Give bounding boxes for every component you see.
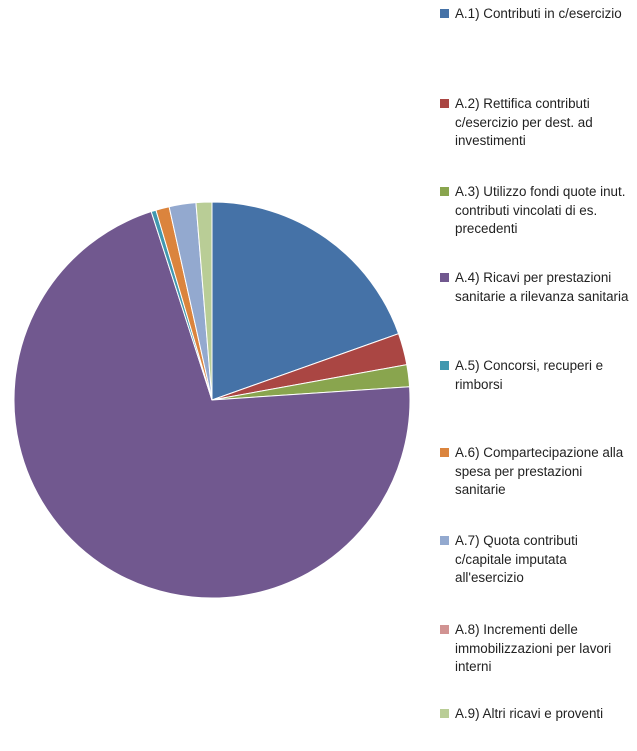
legend-label-a1: A.1) Contributi in c/esercizio [455,6,622,21]
legend-swatch-a3 [440,187,449,196]
legend-swatch-a1 [440,9,449,18]
legend-label-a9: A.9) Altri ricavi e proventi [455,706,604,721]
legend-label-a6: A.6) Compartecipazione alla spesa per pr… [455,445,624,497]
legend-item-a3: A.3) Utilizzo fondi quote inut. contribu… [440,183,630,239]
legend-swatch-a7 [440,536,449,545]
legend-label-a5: A.5) Concorsi, recuperi e rimborsi [455,358,604,392]
legend-swatch-a2 [440,99,449,108]
legend-swatch-a5 [440,361,449,370]
legend-label-a8: A.8) Incrementi delle immobilizzazioni p… [455,622,612,674]
legend-item-a1: A.1) Contributi in c/esercizio [440,5,630,24]
chart-legend: A.1) Contributi in c/esercizio A.2) Rett… [440,0,637,751]
pie-slices [13,201,411,599]
pie-slice-a1 [211,201,400,401]
legend-swatch-a9 [440,709,449,718]
pie-slice-a9 [195,201,213,401]
legend-label-a4: A.4) Ricavi per prestazioni sanitarie a … [455,270,629,304]
legend-item-a4: A.4) Ricavi per prestazioni sanitarie a … [440,269,630,306]
legend-item-a9: A.9) Altri ricavi e proventi [440,705,630,724]
legend-swatch-a8 [440,625,449,634]
legend-item-a5: A.5) Concorsi, recuperi e rimborsi [440,357,630,394]
legend-item-a2: A.2) Rettifica contributi c/esercizio pe… [440,95,630,151]
legend-label-a7: A.7) Quota contributi c/capitale imputat… [455,533,578,585]
legend-item-a6: A.6) Compartecipazione alla spesa per pr… [440,444,630,500]
legend-label-a2: A.2) Rettifica contributi c/esercizio pe… [455,96,593,148]
legend-item-a8: A.8) Incrementi delle immobilizzazioni p… [440,621,630,677]
legend-swatch-a4 [440,273,449,282]
legend-swatch-a6 [440,448,449,457]
legend-item-a7: A.7) Quota contributi c/capitale imputat… [440,532,630,588]
legend-label-a3: A.3) Utilizzo fondi quote inut. contribu… [455,184,626,236]
pie-slice-a4 [13,210,411,599]
